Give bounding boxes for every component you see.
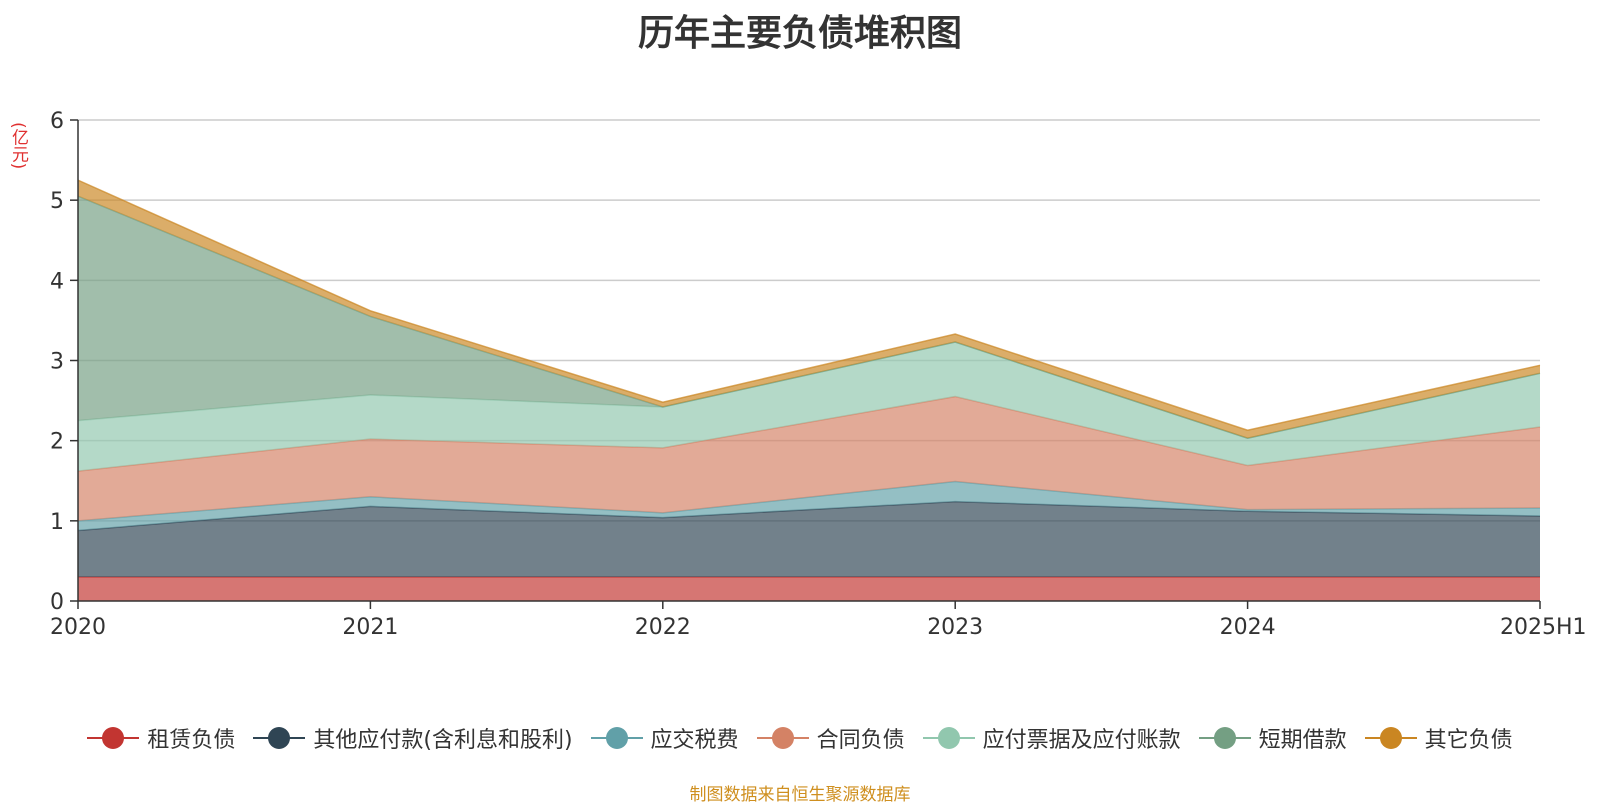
stacked-area-chart: 0 1 2 3 4 5 6 2020 2021 2022 2023 2024 2025H1 — [50, 109, 1587, 640]
legend: 租赁负债 其他应付款(含利息和股利) 应交税费 合同负债 应付票据及应付账款 短期借款 其它… — [0, 722, 1600, 754]
y-tick-label: 6 — [50, 109, 64, 134]
y-tick-label: 2 — [50, 430, 64, 455]
area-应交税费 — [78, 481, 1540, 531]
chart-title: 历年主要负债堆积图 — [637, 13, 962, 54]
area-租赁负债 — [78, 576, 1540, 601]
legend-item[interactable]: 应付票据及应付账款 — [922, 722, 1181, 754]
y-tick-label: 4 — [50, 269, 64, 294]
legend-marker-icon — [87, 726, 140, 750]
y-tick-label: 0 — [50, 590, 64, 615]
x-tick-label: 2022 — [635, 615, 691, 640]
legend-label: 短期借款 — [1258, 728, 1347, 753]
legend-label: 其它负债 — [1424, 728, 1513, 753]
x-tick-label: 2020 — [50, 615, 106, 640]
legend-label: 应付票据及应付账款 — [982, 728, 1181, 753]
legend-label: 合同负债 — [816, 728, 905, 753]
legend-item[interactable]: 应交税费 — [590, 722, 739, 754]
legend-label: 租赁负债 — [147, 728, 236, 753]
x-tick-label: 2021 — [342, 615, 398, 640]
area-合同负债 — [78, 396, 1540, 521]
x-tick-label: 2024 — [1220, 615, 1276, 640]
area-其他应付款(含利息和股利) — [78, 501, 1540, 577]
legend-marker-icon — [922, 726, 975, 750]
x-tick-label: 2023 — [927, 615, 983, 640]
legend-label: 其他应付款(含利息和股利) — [313, 728, 573, 753]
area-短期借款 — [78, 196, 1540, 439]
legend-item[interactable]: 合同负债 — [756, 722, 905, 754]
area-应付票据及应付账款 — [78, 342, 1540, 472]
y-tick-label: 1 — [50, 510, 64, 535]
y-tick-label: 3 — [50, 350, 64, 375]
area-top-line-其它负债 — [77, 179, 1541, 432]
area-series-layer — [77, 179, 1541, 601]
legend-marker-icon — [253, 726, 306, 750]
legend-marker-icon — [756, 726, 809, 750]
axes: 0 1 2 3 4 5 6 2020 2021 2022 2023 2024 2025H1 — [50, 109, 1587, 640]
legend-marker-icon — [1364, 726, 1417, 750]
legend-item[interactable]: 租赁负债 — [87, 722, 235, 754]
x-tick-label: 2025H1 — [1500, 615, 1587, 640]
legend-item[interactable]: 其它负债 — [1364, 722, 1513, 754]
legend-item[interactable]: 短期借款 — [1198, 722, 1347, 754]
source-note: 制图数据来自恒生聚源数据库 — [689, 785, 911, 805]
legend-item[interactable]: 其他应付款(含利息和股利) — [253, 722, 573, 754]
legend-label: 应交税费 — [650, 728, 739, 753]
y-axis-unit-label: (亿元) — [8, 122, 28, 170]
legend-marker-icon — [1198, 726, 1251, 750]
y-tick-label: 5 — [50, 189, 64, 214]
legend-marker-icon — [590, 726, 643, 750]
